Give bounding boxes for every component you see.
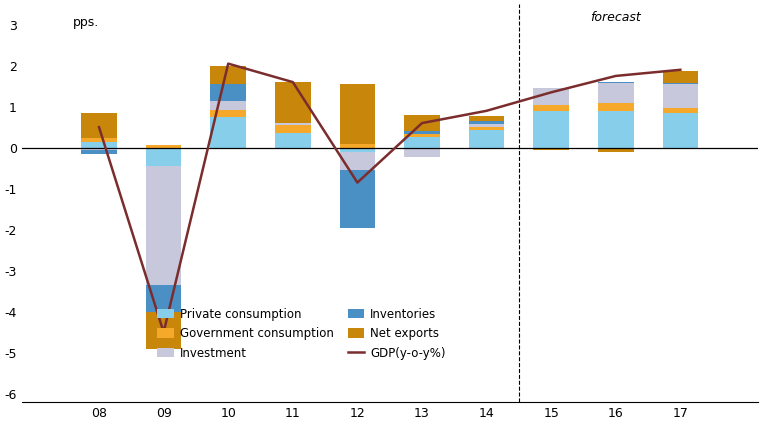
Bar bbox=[469, 116, 504, 121]
Bar bbox=[469, 124, 504, 127]
Bar bbox=[404, 115, 440, 131]
Bar bbox=[146, 145, 181, 148]
Text: forecast: forecast bbox=[591, 11, 641, 24]
Bar bbox=[533, 88, 569, 106]
Bar bbox=[663, 71, 698, 83]
Bar bbox=[275, 82, 311, 123]
Bar bbox=[210, 66, 246, 84]
Bar bbox=[533, 106, 569, 111]
Legend: Private consumption, Government consumption, Investment, Inventories, Net export: Private consumption, Government consumpt… bbox=[152, 303, 450, 364]
Bar bbox=[146, 166, 181, 285]
Bar bbox=[275, 125, 311, 134]
Bar bbox=[210, 101, 246, 109]
Bar bbox=[340, 84, 375, 145]
Bar bbox=[82, 148, 117, 150]
Bar bbox=[146, 312, 181, 349]
Bar bbox=[533, 111, 569, 148]
Bar bbox=[340, 145, 375, 148]
Bar bbox=[275, 134, 311, 148]
Bar bbox=[210, 109, 246, 117]
Bar bbox=[82, 150, 117, 154]
Bar bbox=[340, 152, 375, 170]
Bar bbox=[340, 170, 375, 228]
Bar bbox=[82, 142, 117, 148]
Bar bbox=[210, 84, 246, 101]
Text: pps.: pps. bbox=[73, 16, 99, 29]
Bar bbox=[598, 103, 633, 111]
Bar bbox=[340, 148, 375, 152]
Bar bbox=[598, 148, 633, 152]
Bar bbox=[82, 138, 117, 142]
Bar bbox=[146, 148, 181, 166]
Bar bbox=[210, 117, 246, 148]
Bar bbox=[663, 84, 698, 108]
Bar bbox=[82, 113, 117, 138]
Bar bbox=[663, 113, 698, 148]
Bar bbox=[598, 82, 633, 83]
Bar bbox=[533, 148, 569, 150]
Bar bbox=[598, 111, 633, 148]
Bar bbox=[404, 137, 440, 148]
Bar bbox=[663, 108, 698, 113]
Bar bbox=[404, 148, 440, 157]
Bar bbox=[146, 285, 181, 312]
Bar bbox=[663, 83, 698, 84]
Bar bbox=[404, 134, 440, 137]
Bar bbox=[469, 131, 504, 148]
Bar bbox=[469, 127, 504, 131]
Bar bbox=[275, 123, 311, 125]
Bar bbox=[469, 121, 504, 124]
Bar bbox=[404, 131, 440, 134]
Bar bbox=[598, 83, 633, 103]
